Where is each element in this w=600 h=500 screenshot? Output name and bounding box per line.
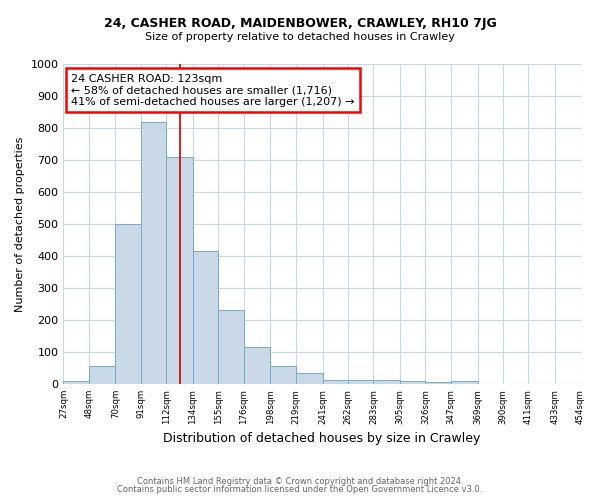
Bar xyxy=(193,251,218,384)
Bar xyxy=(425,382,451,384)
X-axis label: Distribution of detached houses by size in Crawley: Distribution of detached houses by size … xyxy=(163,432,481,445)
Bar xyxy=(218,310,244,384)
Bar xyxy=(373,380,400,384)
Bar xyxy=(64,382,89,384)
Y-axis label: Number of detached properties: Number of detached properties xyxy=(15,136,25,312)
Text: Size of property relative to detached houses in Crawley: Size of property relative to detached ho… xyxy=(145,32,455,42)
Bar xyxy=(141,122,166,384)
Text: 24, CASHER ROAD, MAIDENBOWER, CRAWLEY, RH10 7JG: 24, CASHER ROAD, MAIDENBOWER, CRAWLEY, R… xyxy=(104,18,496,30)
Bar xyxy=(400,382,425,384)
Bar xyxy=(115,224,141,384)
Bar xyxy=(348,380,373,384)
Bar xyxy=(244,347,271,384)
Bar xyxy=(271,366,296,384)
Text: Contains public sector information licensed under the Open Government Licence v3: Contains public sector information licen… xyxy=(118,485,482,494)
Bar xyxy=(451,382,478,384)
Text: Contains HM Land Registry data © Crown copyright and database right 2024.: Contains HM Land Registry data © Crown c… xyxy=(137,477,463,486)
Bar xyxy=(166,157,193,384)
Bar xyxy=(323,380,348,384)
Bar xyxy=(89,366,115,384)
Text: 24 CASHER ROAD: 123sqm
← 58% of detached houses are smaller (1,716)
41% of semi-: 24 CASHER ROAD: 123sqm ← 58% of detached… xyxy=(71,74,355,107)
Bar xyxy=(296,374,323,384)
